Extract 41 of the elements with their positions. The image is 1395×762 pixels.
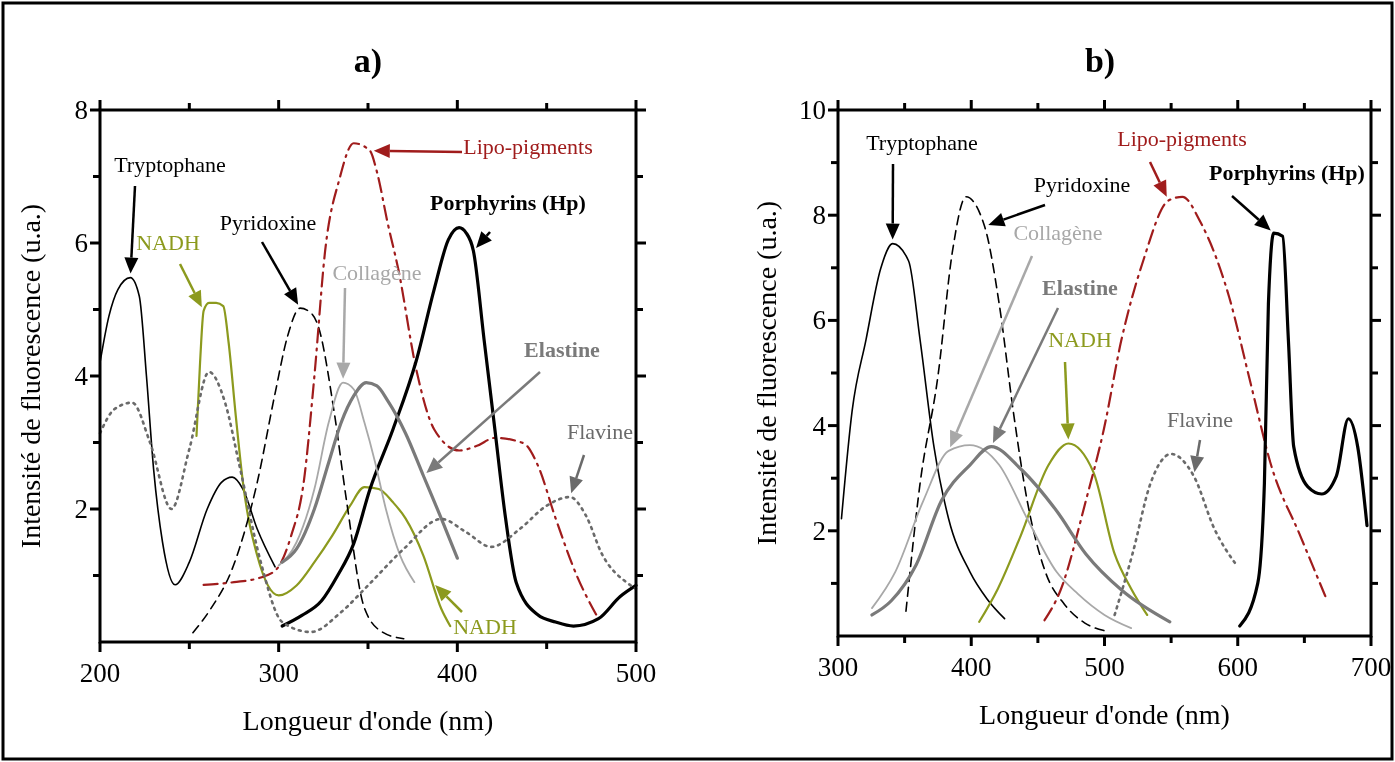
x-axis-title: Longueur d'onde (nm) [242, 705, 494, 736]
annotation: Porphyrins (Hp) [430, 190, 586, 215]
x-tick-label: 500 [615, 658, 657, 688]
chart-title: a) [353, 42, 383, 80]
annotation: Flavine [567, 419, 633, 444]
x-tick-label: 600 [1217, 652, 1258, 682]
annotation: NADH [453, 614, 517, 639]
y-tick-label: 4 [74, 361, 89, 391]
annotation: Pyridoxine [219, 210, 317, 235]
x-tick-label: 500 [1084, 652, 1125, 682]
annotation: Elastine [1042, 275, 1119, 300]
annotation: Collagène [332, 260, 422, 285]
annotation: NADH [136, 230, 200, 255]
y-tick-label: 2 [812, 515, 826, 546]
x-tick-label: 300 [817, 652, 859, 682]
x-tick-label: 700 [1350, 652, 1392, 682]
x-tick-label: 400 [951, 652, 992, 682]
x-tick-label: 300 [258, 658, 299, 688]
annotation: Tryptophane [866, 130, 978, 155]
y-tick-label: 6 [812, 305, 826, 336]
y-tick-label: 2 [74, 494, 88, 524]
annotation: Pyridoxine [1033, 172, 1131, 197]
y-tick-label: 6 [74, 228, 88, 258]
annotation: Elastine [524, 337, 601, 362]
x-tick-label: 200 [79, 658, 121, 688]
x-tick-label: 400 [437, 658, 478, 688]
x-axis-title: Longueur d'onde (nm) [979, 699, 1230, 730]
y-axis-title: Intensité de fluorescence (u.a.) [15, 203, 46, 549]
y-axis-title: Intensité de fluorescence (u.a.) [751, 200, 782, 546]
annotation: Lipo-pigments [1117, 126, 1247, 151]
annotation: Porphyrins (Hp) [1209, 160, 1365, 185]
chart-title: b) [1084, 42, 1116, 80]
annotation: Flavine [1167, 407, 1233, 432]
y-tick-label: 10 [799, 95, 826, 125]
annotation: Tryptophane [114, 152, 226, 177]
y-tick-label: 4 [812, 410, 827, 441]
annotation: Collagène [1013, 220, 1103, 245]
y-tick-label: 8 [812, 200, 826, 231]
annotation: NADH [1048, 327, 1112, 352]
annotation: Lipo-pigments [463, 134, 593, 159]
y-tick-label: 8 [74, 95, 88, 125]
